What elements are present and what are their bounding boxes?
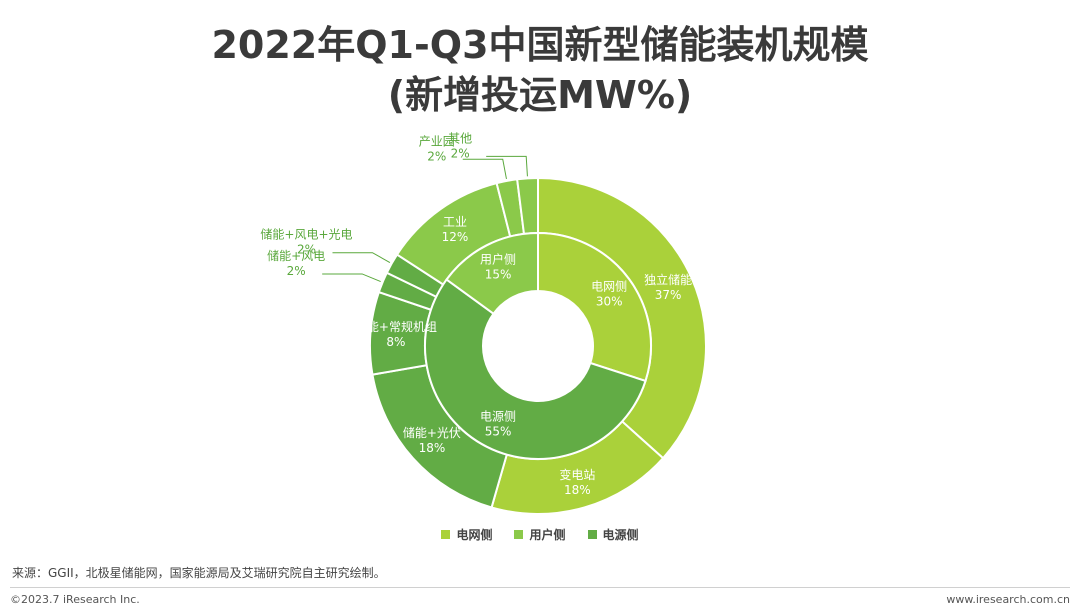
outer-leader-8 <box>462 158 507 180</box>
legend: 电网侧 用户侧 电源侧 <box>0 526 1080 543</box>
legend-item-source: 电源侧 <box>587 526 639 543</box>
legend-swatch <box>441 530 451 539</box>
outer-slice-4-label: 储能+常规机组 <box>355 319 437 334</box>
outer-slice-1-value: 37% <box>655 288 682 302</box>
copyright: ©2023.7 iResearch Inc. <box>10 593 140 606</box>
legend-label: 用户侧 <box>529 528 566 542</box>
outer-slice-3-label: 储能+光伏 <box>403 425 461 440</box>
outer-slice-5-value: 2% <box>287 264 306 278</box>
inner-slice-1-label: 电网侧 <box>591 279 627 293</box>
outer-slice-8-label: 产业园 <box>419 134 455 148</box>
legend-swatch <box>514 530 524 539</box>
chart-subtitle: (新增投运MW%) <box>387 73 693 117</box>
outer-slice-2-label: 变电站 <box>559 467 595 482</box>
outer-slice-4-value: 8% <box>386 335 405 349</box>
outer-leader-6 <box>332 252 391 263</box>
legend-item-grid: 电网侧 <box>441 526 492 543</box>
inner-slice-2-value: 15% <box>485 268 512 282</box>
inner-slice-1 <box>537 231 652 383</box>
legend-swatch <box>587 530 597 539</box>
outer-slice-6-label: 储能+风电+光电 <box>260 227 352 242</box>
legend-label: 电源侧 <box>602 528 639 542</box>
outer-slice-1-label: 独立储能 <box>644 272 692 287</box>
inner-slice-3-label: 电源侧 <box>480 409 516 423</box>
inner-slice-2 <box>445 231 539 316</box>
footer-divider <box>10 587 1070 588</box>
outer-slice-3-value: 18% <box>419 441 446 455</box>
outer-slice-7-value: 12% <box>442 230 469 244</box>
inner-slice-2-label: 用户侧 <box>480 252 516 267</box>
legend-item-user: 用户侧 <box>514 526 566 543</box>
website: www.iresearch.com.cn <box>946 593 1070 606</box>
outer-slice-6-value: 2% <box>297 243 316 257</box>
inner-slice-3-value: 55% <box>485 424 512 438</box>
outer-leader-5 <box>322 273 381 283</box>
outer-slice-8-value: 2% <box>427 149 446 163</box>
outer-leader-9 <box>486 155 528 177</box>
inner-slice-3 <box>424 278 647 460</box>
source-note: 来源：GGII，北极星储能网，国家能源局及艾瑞研究院自主研究绘制。 <box>12 566 386 580</box>
chart-title: 2022年Q1-Q3中国新型储能装机规模 <box>211 23 869 67</box>
legend-label: 电网侧 <box>456 528 493 542</box>
outer-slice-2-value: 18% <box>564 483 591 497</box>
inner-slice-1-value: 30% <box>596 294 623 308</box>
outer-slice-9-value: 2% <box>451 146 470 160</box>
outer-slice-9-label: 其他 <box>448 131 472 145</box>
outer-slice-5-label: 储能+风电 <box>267 248 325 263</box>
outer-slice-7-label: 工业 <box>443 215 467 229</box>
